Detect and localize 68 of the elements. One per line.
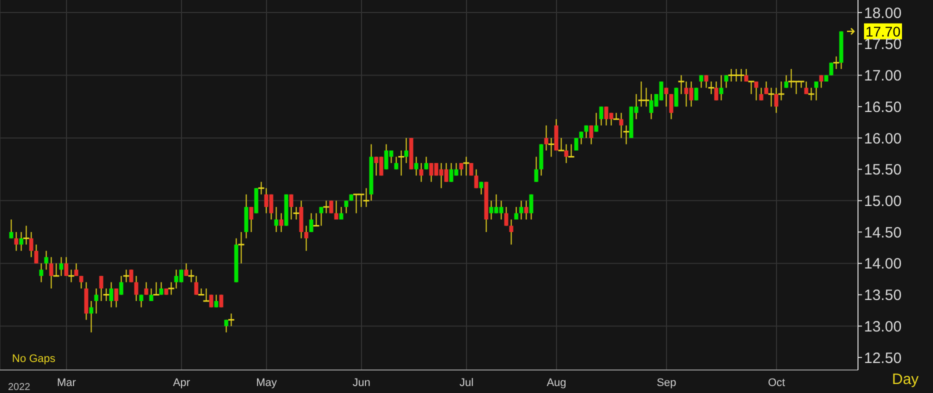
candlestick	[589, 124, 594, 145]
candlestick	[214, 294, 218, 308]
y-tick-label: 15.50	[864, 162, 902, 179]
candlestick	[599, 106, 604, 126]
candlestick	[34, 244, 38, 264]
candlestick	[304, 225, 308, 252]
candlestick	[249, 206, 254, 233]
candlestick	[519, 200, 524, 220]
x-tick-label: Aug	[546, 376, 566, 389]
y-tick-label: 13.00	[864, 318, 902, 336]
x-tick-label: Jun	[352, 376, 370, 389]
candlestick	[524, 200, 528, 220]
x-tick-label: Oct	[768, 376, 786, 389]
text: 2022	[8, 382, 30, 393]
candlestick	[14, 232, 18, 252]
candlestick	[344, 200, 348, 214]
y-tick-label: 18.00	[864, 4, 902, 22]
y-tick-label: 13.50	[864, 287, 902, 304]
candlestick	[584, 124, 588, 138]
candlestick	[414, 156, 418, 176]
candlestick	[79, 275, 84, 289]
candlestick	[9, 218, 14, 239]
x-tick-label: Mar	[57, 376, 76, 389]
candlestick	[759, 87, 764, 101]
candlestick	[594, 112, 598, 132]
y-tick-label: 14.50	[864, 224, 902, 242]
candlestick	[514, 206, 518, 220]
candlestick	[334, 200, 338, 220]
candlestick	[474, 168, 478, 189]
y-tick-label: 12.50	[864, 350, 902, 367]
candlestick	[134, 275, 138, 302]
candlestick	[94, 288, 98, 314]
candlestick	[699, 74, 704, 88]
candlestick	[719, 74, 724, 101]
candlestick	[534, 156, 538, 182]
candlestick	[579, 131, 584, 145]
y-tick-label: 16.50	[864, 98, 902, 116]
candlestick	[44, 250, 48, 270]
text: 17.70	[865, 23, 901, 40]
candlestick	[274, 206, 278, 233]
x-tick-label: May	[256, 376, 278, 389]
x-tick-label: Sep	[656, 376, 676, 389]
candlestick	[89, 300, 94, 333]
candlestick	[669, 94, 674, 120]
candlestick	[664, 87, 668, 108]
candlestick	[39, 262, 44, 283]
candlestick	[139, 294, 144, 308]
candlestick	[144, 282, 148, 296]
candlestick	[419, 162, 424, 182]
candlestick	[424, 156, 428, 170]
annotation: No Gaps	[12, 353, 56, 365]
candlestick	[819, 74, 824, 88]
y-tick-label: 17.00	[864, 68, 902, 85]
x-tick-label: Jul	[459, 376, 474, 389]
candlestick	[529, 194, 534, 220]
candlestick	[509, 218, 514, 246]
candlestick	[504, 206, 508, 226]
candlestick	[339, 206, 344, 220]
candlestick	[479, 181, 484, 195]
x-tick-label: Apr	[172, 376, 190, 389]
candlestick	[694, 87, 698, 101]
y-tick-label: 15.00	[864, 193, 902, 210]
x-axis-title: Day	[892, 371, 919, 388]
candlestick	[219, 294, 224, 308]
y-tick-label: 14.00	[864, 256, 902, 273]
y-tick-label: 16.00	[864, 130, 902, 148]
candlestick	[279, 212, 284, 233]
candlestick	[114, 288, 118, 308]
